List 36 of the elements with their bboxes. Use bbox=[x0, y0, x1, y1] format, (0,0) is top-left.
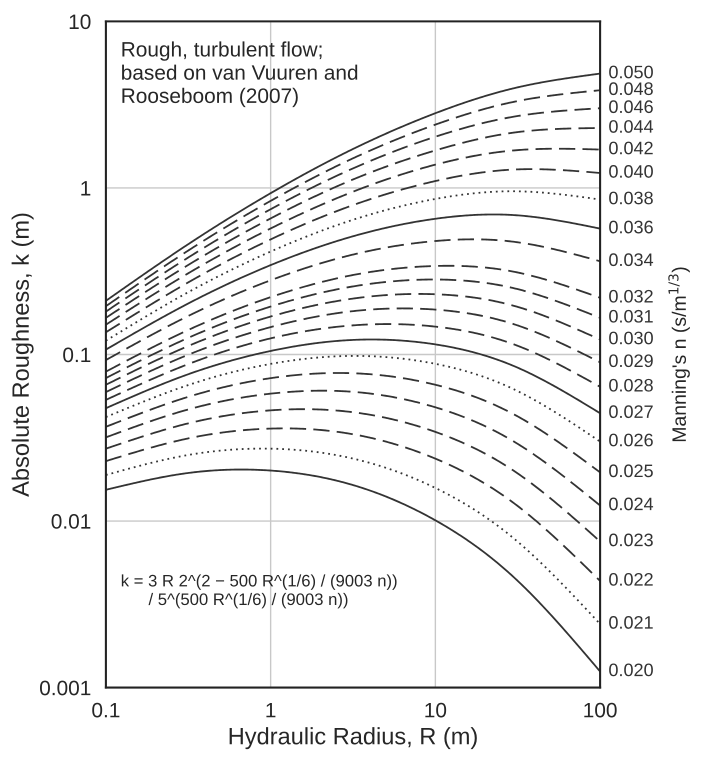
annotation: Rough, turbulent flow; based on van Vuuren and Rooseboom (2007) bbox=[122, 41, 358, 108]
series-label: 0.028 bbox=[609, 378, 653, 392]
y-axis-title: Absolute Roughness, k (m) bbox=[12, 214, 34, 497]
series-label: 0.024 bbox=[609, 498, 654, 510]
series-label: 0.044 bbox=[609, 120, 654, 133]
series-label: 0.030 bbox=[609, 332, 653, 344]
series-label: 0.025 bbox=[609, 464, 653, 478]
series-label: 0.031 bbox=[609, 310, 653, 323]
series-label: 0.027 bbox=[609, 405, 653, 418]
y-tick-label: 0.001 bbox=[40, 680, 90, 696]
x-tick-label: 10 bbox=[425, 702, 446, 718]
series-label: 0.032 bbox=[609, 290, 653, 303]
x-tick-label: 1 bbox=[266, 702, 276, 718]
y-tick-label: 0.1 bbox=[63, 347, 90, 362]
series-label: 0.036 bbox=[609, 220, 653, 234]
y-tick-label: 0.01 bbox=[52, 514, 90, 529]
series-label: 0.029 bbox=[609, 354, 653, 368]
y-tick-label: 10 bbox=[70, 14, 91, 30]
series-label: 0.022 bbox=[609, 572, 653, 586]
series-label: 0.046 bbox=[609, 100, 653, 114]
series-label: 0.023 bbox=[609, 534, 653, 546]
series-label: 0.021 bbox=[609, 616, 653, 629]
series-label: 0.034 bbox=[609, 253, 654, 266]
annotation: k = 3 R 2^(2 − 500 R^(1/6) / (9003 n)) / 5^(500 R^(1/6) / (9003 n)) bbox=[122, 574, 397, 608]
series-label: 0.020 bbox=[609, 664, 653, 676]
legend-title: Manning's n (s/m$^{1/3}$) bbox=[668, 267, 690, 442]
series-label: 0.048 bbox=[609, 82, 653, 96]
series-label: 0.050 bbox=[609, 66, 653, 78]
x-axis-title: Hydraulic Radius, R (m) bbox=[230, 727, 477, 750]
series-label: 0.026 bbox=[609, 434, 653, 446]
y-tick-label: 1 bbox=[81, 181, 90, 196]
x-tick-label: 0.1 bbox=[92, 702, 120, 718]
series-label: 0.040 bbox=[609, 165, 653, 178]
series-label: 0.042 bbox=[609, 142, 653, 154]
x-tick-label: 100 bbox=[584, 702, 617, 718]
series-label: 0.038 bbox=[609, 192, 653, 204]
